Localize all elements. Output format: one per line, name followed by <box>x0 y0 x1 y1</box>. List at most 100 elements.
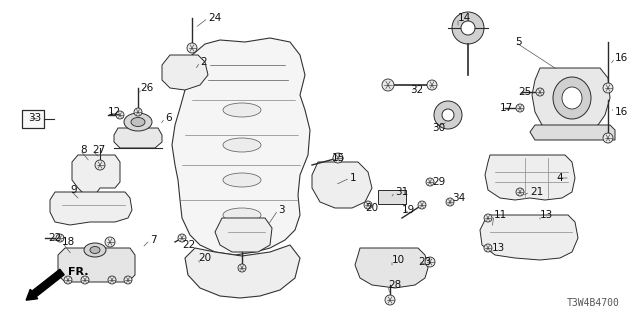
Text: 17: 17 <box>500 103 513 113</box>
Text: 12: 12 <box>108 107 121 117</box>
Text: 14: 14 <box>458 13 471 23</box>
Text: 7: 7 <box>150 235 157 245</box>
Circle shape <box>81 276 89 284</box>
Polygon shape <box>355 248 428 288</box>
Text: 26: 26 <box>140 83 153 93</box>
Circle shape <box>418 201 426 209</box>
Ellipse shape <box>131 117 145 126</box>
Circle shape <box>385 295 395 305</box>
Text: 29: 29 <box>432 177 445 187</box>
Text: 21: 21 <box>530 187 543 197</box>
Circle shape <box>516 104 524 112</box>
Circle shape <box>446 198 454 206</box>
Text: 25: 25 <box>518 87 531 97</box>
Polygon shape <box>72 155 120 195</box>
Circle shape <box>64 276 72 284</box>
Bar <box>378 190 406 204</box>
Text: T3W4B4700: T3W4B4700 <box>567 298 620 308</box>
Circle shape <box>134 108 142 116</box>
Polygon shape <box>185 245 300 298</box>
Circle shape <box>178 234 186 242</box>
Circle shape <box>536 88 544 96</box>
Text: 16: 16 <box>615 53 628 63</box>
Ellipse shape <box>124 113 152 131</box>
Text: 3: 3 <box>278 205 285 215</box>
Ellipse shape <box>84 243 106 257</box>
Circle shape <box>95 160 105 170</box>
Polygon shape <box>215 218 272 252</box>
Text: 19: 19 <box>402 205 415 215</box>
Ellipse shape <box>90 246 100 253</box>
Polygon shape <box>162 55 208 90</box>
Circle shape <box>516 188 524 196</box>
Polygon shape <box>312 162 372 208</box>
Ellipse shape <box>562 87 582 109</box>
Circle shape <box>105 237 115 247</box>
Circle shape <box>461 21 475 35</box>
Polygon shape <box>114 128 162 148</box>
Text: 15: 15 <box>332 153 345 163</box>
Polygon shape <box>530 125 615 140</box>
Polygon shape <box>532 68 610 130</box>
Circle shape <box>238 264 246 272</box>
Text: 4: 4 <box>556 173 563 183</box>
Circle shape <box>116 111 124 119</box>
Bar <box>22 110 44 128</box>
Polygon shape <box>172 38 310 255</box>
FancyArrow shape <box>26 269 64 300</box>
Polygon shape <box>480 215 578 260</box>
Text: 20: 20 <box>198 253 211 263</box>
Bar <box>22 110 44 128</box>
Text: 22: 22 <box>182 240 195 250</box>
Text: 33: 33 <box>28 113 41 123</box>
Circle shape <box>382 79 394 91</box>
Circle shape <box>426 178 434 186</box>
Text: 32: 32 <box>410 85 423 95</box>
Circle shape <box>108 276 116 284</box>
Circle shape <box>442 109 454 121</box>
Text: 11: 11 <box>494 210 508 220</box>
Circle shape <box>452 12 484 44</box>
Circle shape <box>427 80 437 90</box>
Circle shape <box>434 101 462 129</box>
Text: FR.: FR. <box>68 267 88 277</box>
Circle shape <box>124 276 132 284</box>
Text: 24: 24 <box>208 13 221 23</box>
Text: 8: 8 <box>80 145 86 155</box>
Circle shape <box>484 244 492 252</box>
Circle shape <box>56 234 64 242</box>
Text: 34: 34 <box>452 193 465 203</box>
Text: 22: 22 <box>48 233 61 243</box>
Text: 10: 10 <box>392 255 405 265</box>
Ellipse shape <box>223 138 261 152</box>
Text: 23: 23 <box>418 257 431 267</box>
Polygon shape <box>485 155 575 200</box>
Text: 31: 31 <box>395 187 408 197</box>
Ellipse shape <box>553 77 591 119</box>
Text: 27: 27 <box>92 145 105 155</box>
Ellipse shape <box>223 103 261 117</box>
Text: 2: 2 <box>200 57 207 67</box>
Text: 5: 5 <box>515 37 522 47</box>
Text: 16: 16 <box>615 107 628 117</box>
Polygon shape <box>58 248 135 282</box>
Ellipse shape <box>223 208 261 222</box>
Text: 18: 18 <box>62 237 76 247</box>
Text: 20: 20 <box>365 203 378 213</box>
Circle shape <box>364 201 372 209</box>
Circle shape <box>187 43 197 53</box>
Ellipse shape <box>223 173 261 187</box>
Text: 13: 13 <box>540 210 553 220</box>
Polygon shape <box>50 192 132 225</box>
Text: 30: 30 <box>432 123 445 133</box>
Circle shape <box>333 153 343 163</box>
Circle shape <box>603 83 613 93</box>
Text: 9: 9 <box>70 185 77 195</box>
Circle shape <box>484 214 492 222</box>
Text: 6: 6 <box>165 113 172 123</box>
Circle shape <box>603 133 613 143</box>
Text: 13: 13 <box>492 243 505 253</box>
Text: 1: 1 <box>350 173 356 183</box>
Circle shape <box>425 257 435 267</box>
Text: 28: 28 <box>388 280 401 290</box>
